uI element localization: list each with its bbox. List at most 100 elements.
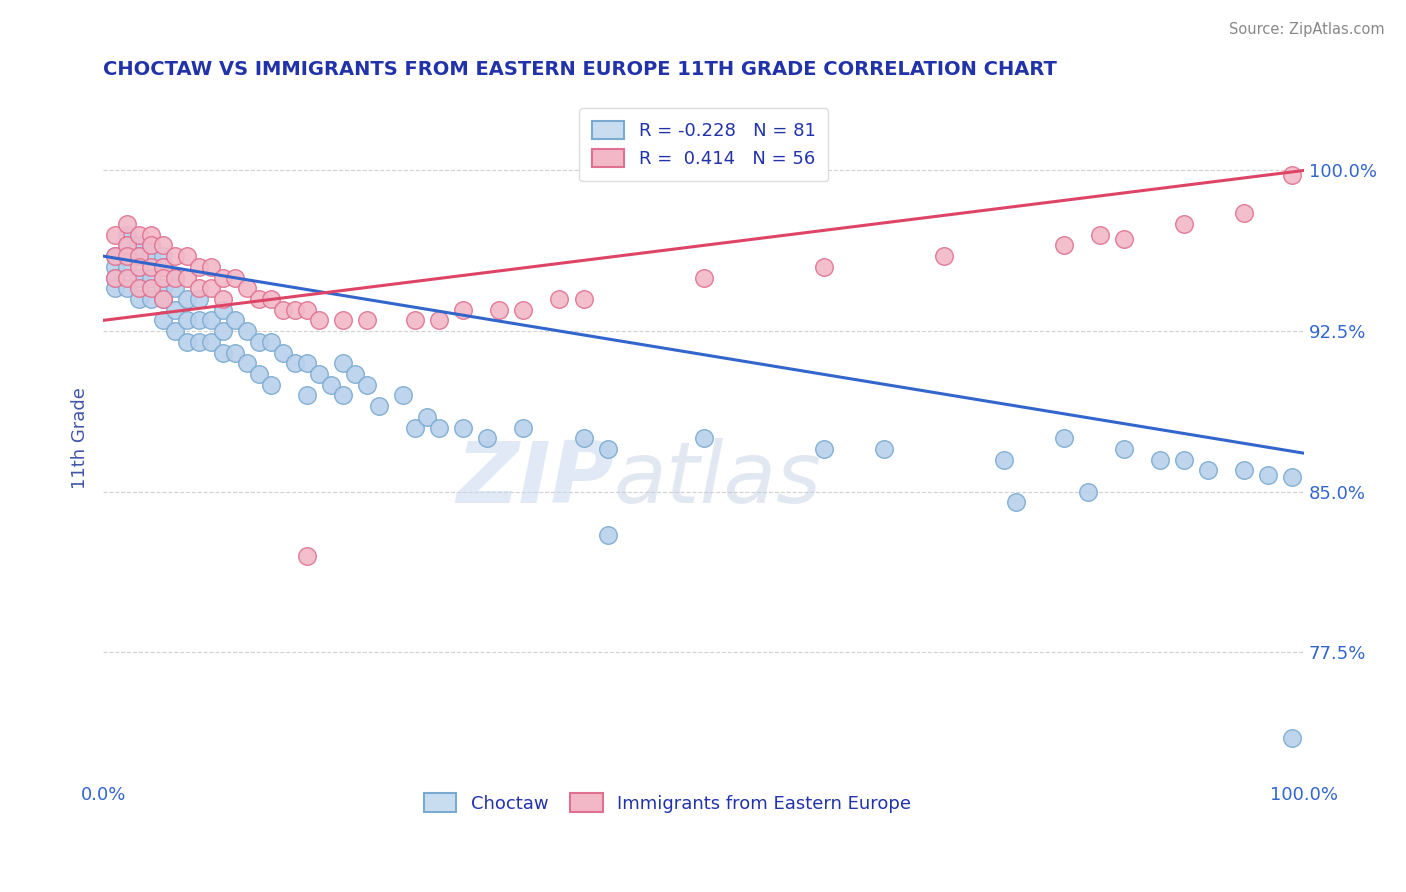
Point [429,313,451,327]
Text: ZIP: ZIP [456,438,613,521]
Point [115,260,138,274]
Point [104,227,127,242]
Point [200,313,222,327]
Point [165,270,187,285]
Point [1112,232,1135,246]
Point [993,452,1015,467]
Point [115,281,138,295]
Point [152,292,174,306]
Point [260,377,283,392]
Point [176,292,198,306]
Point [247,334,270,349]
Point [176,270,198,285]
Point [356,313,378,327]
Point [236,356,259,370]
Point [1077,484,1099,499]
Point [188,281,211,295]
Point [308,313,330,327]
Point [1281,168,1303,182]
Point [1173,217,1195,231]
Point [104,249,127,263]
Point [176,313,198,327]
Text: atlas: atlas [613,438,821,521]
Point [152,260,174,274]
Point [188,334,211,349]
Point [128,292,150,306]
Point [152,281,174,295]
Point [512,420,534,434]
Point [236,281,259,295]
Point [236,324,259,338]
Point [1173,452,1195,467]
Point [596,527,619,541]
Point [152,238,174,252]
Point [165,302,187,317]
Point [212,270,235,285]
Point [692,270,714,285]
Point [128,238,150,252]
Point [572,292,595,306]
Point [141,249,163,263]
Point [141,227,163,242]
Point [212,302,235,317]
Point [176,249,198,263]
Point [271,345,294,359]
Point [1281,731,1303,746]
Point [115,238,138,252]
Point [104,260,127,274]
Point [392,388,415,402]
Point [416,409,439,424]
Point [141,270,163,285]
Point [212,345,235,359]
Point [152,292,174,306]
Point [260,292,283,306]
Point [247,292,270,306]
Point [429,420,451,434]
Point [212,292,235,306]
Point [115,238,138,252]
Point [128,260,150,274]
Point [115,270,138,285]
Point [813,442,835,456]
Point [104,270,127,285]
Point [1197,463,1219,477]
Point [1149,452,1171,467]
Point [200,260,222,274]
Point [152,249,174,263]
Point [128,270,150,285]
Point [1053,431,1076,445]
Point [152,313,174,327]
Point [104,249,127,263]
Point [152,260,174,274]
Point [344,367,367,381]
Point [165,270,187,285]
Point [308,367,330,381]
Point [1281,470,1303,484]
Point [477,431,499,445]
Point [104,281,127,295]
Point [453,420,475,434]
Point [212,324,235,338]
Point [104,270,127,285]
Point [188,313,211,327]
Point [247,367,270,381]
Point [165,324,187,338]
Point [1233,206,1256,220]
Point [141,292,163,306]
Point [224,313,246,327]
Point [932,249,955,263]
Point [128,281,150,295]
Point [141,238,163,252]
Point [297,388,319,402]
Point [200,334,222,349]
Text: CHOCTAW VS IMMIGRANTS FROM EASTERN EUROPE 11TH GRADE CORRELATION CHART: CHOCTAW VS IMMIGRANTS FROM EASTERN EUROP… [103,60,1057,78]
Point [356,377,378,392]
Point [152,270,174,285]
Point [128,227,150,242]
Point [488,302,510,317]
Point [128,249,150,263]
Point [321,377,343,392]
Point [284,356,307,370]
Point [188,260,211,274]
Point [115,227,138,242]
